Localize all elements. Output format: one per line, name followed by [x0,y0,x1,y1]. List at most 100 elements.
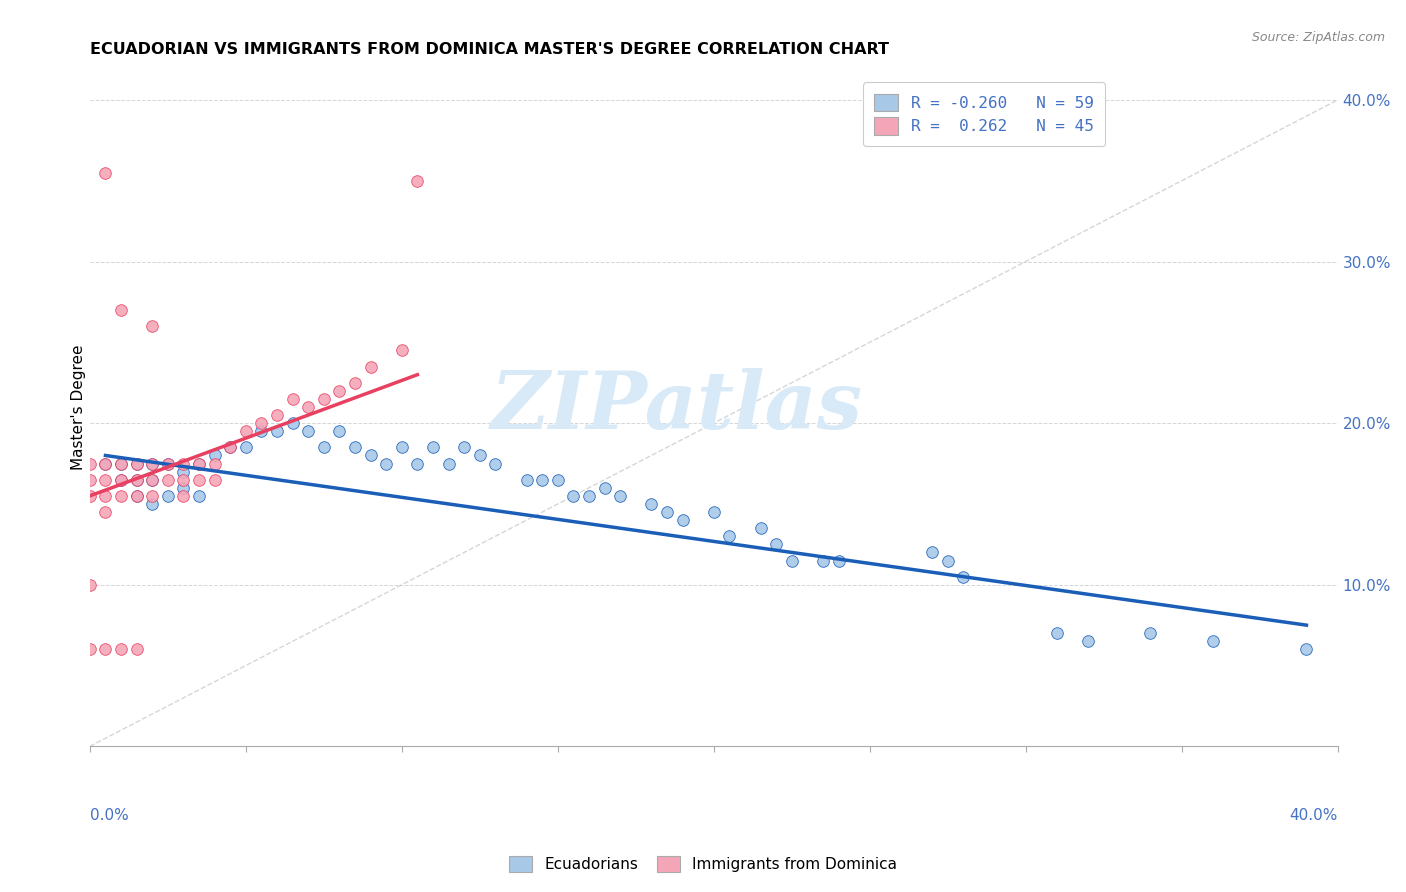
Point [422,441,444,455]
Point [343,441,366,455]
Point [79,578,101,592]
Point [141,457,163,471]
Point [94,457,117,471]
Point [406,457,429,471]
Point [250,416,273,430]
Text: ZIPatlas: ZIPatlas [491,368,862,446]
Point [94,473,117,487]
Point [780,553,803,567]
Point [219,441,242,455]
Point [266,424,288,438]
Point [297,400,319,414]
Point [141,457,163,471]
Point [1077,634,1099,648]
Point [921,545,943,559]
Point [235,424,257,438]
Point [141,497,163,511]
Point [360,359,382,374]
Point [328,384,350,398]
Point [79,489,101,503]
Point [328,424,350,438]
Point [391,441,413,455]
Point [110,473,132,487]
Text: 40.0%: 40.0% [1289,808,1337,822]
Point [156,473,179,487]
Point [406,174,429,188]
Text: Source: ZipAtlas.com: Source: ZipAtlas.com [1251,31,1385,45]
Text: ECUADORIAN VS IMMIGRANTS FROM DOMINICA MASTER'S DEGREE CORRELATION CHART: ECUADORIAN VS IMMIGRANTS FROM DOMINICA M… [90,42,889,57]
Y-axis label: Master's Degree: Master's Degree [72,344,86,470]
Point [125,489,148,503]
Point [453,441,475,455]
Point [531,473,554,487]
Point [188,489,211,503]
Point [671,513,693,527]
Text: 0.0%: 0.0% [90,808,128,822]
Legend: Ecuadorians, Immigrants from Dominica: Ecuadorians, Immigrants from Dominica [502,848,904,880]
Point [156,489,179,503]
Point [172,457,194,471]
Point [593,481,616,495]
Point [468,449,491,463]
Point [110,642,132,657]
Point [827,553,849,567]
Point [765,537,787,551]
Point [1202,634,1225,648]
Point [609,489,631,503]
Point [235,441,257,455]
Point [516,473,538,487]
Point [110,457,132,471]
Point [141,473,163,487]
Point [749,521,772,535]
Point [79,642,101,657]
Point [375,457,398,471]
Point [204,457,226,471]
Point [110,303,132,318]
Point [156,457,179,471]
Point [952,569,974,583]
Point [1295,642,1317,657]
Point [312,392,335,406]
Point [172,473,194,487]
Point [936,553,959,567]
Point [79,457,101,471]
Point [204,449,226,463]
Point [156,457,179,471]
Point [125,473,148,487]
Point [1046,626,1069,640]
Point [94,489,117,503]
Point [562,489,585,503]
Point [110,489,132,503]
Point [188,457,211,471]
Point [125,473,148,487]
Point [172,489,194,503]
Point [219,441,242,455]
Point [94,457,117,471]
Point [204,473,226,487]
Point [110,473,132,487]
Point [281,392,304,406]
Point [297,424,319,438]
Point [655,505,678,519]
Point [188,473,211,487]
Point [79,473,101,487]
Point [391,343,413,358]
Point [125,457,148,471]
Point [172,481,194,495]
Point [578,489,600,503]
Point [141,473,163,487]
Point [172,465,194,479]
Point [312,441,335,455]
Point [281,416,304,430]
Point [703,505,725,519]
Point [110,457,132,471]
Point [640,497,662,511]
Point [437,457,460,471]
Point [547,473,569,487]
Point [343,376,366,390]
Point [94,505,117,519]
Point [141,319,163,334]
Point [484,457,506,471]
Point [360,449,382,463]
Point [125,489,148,503]
